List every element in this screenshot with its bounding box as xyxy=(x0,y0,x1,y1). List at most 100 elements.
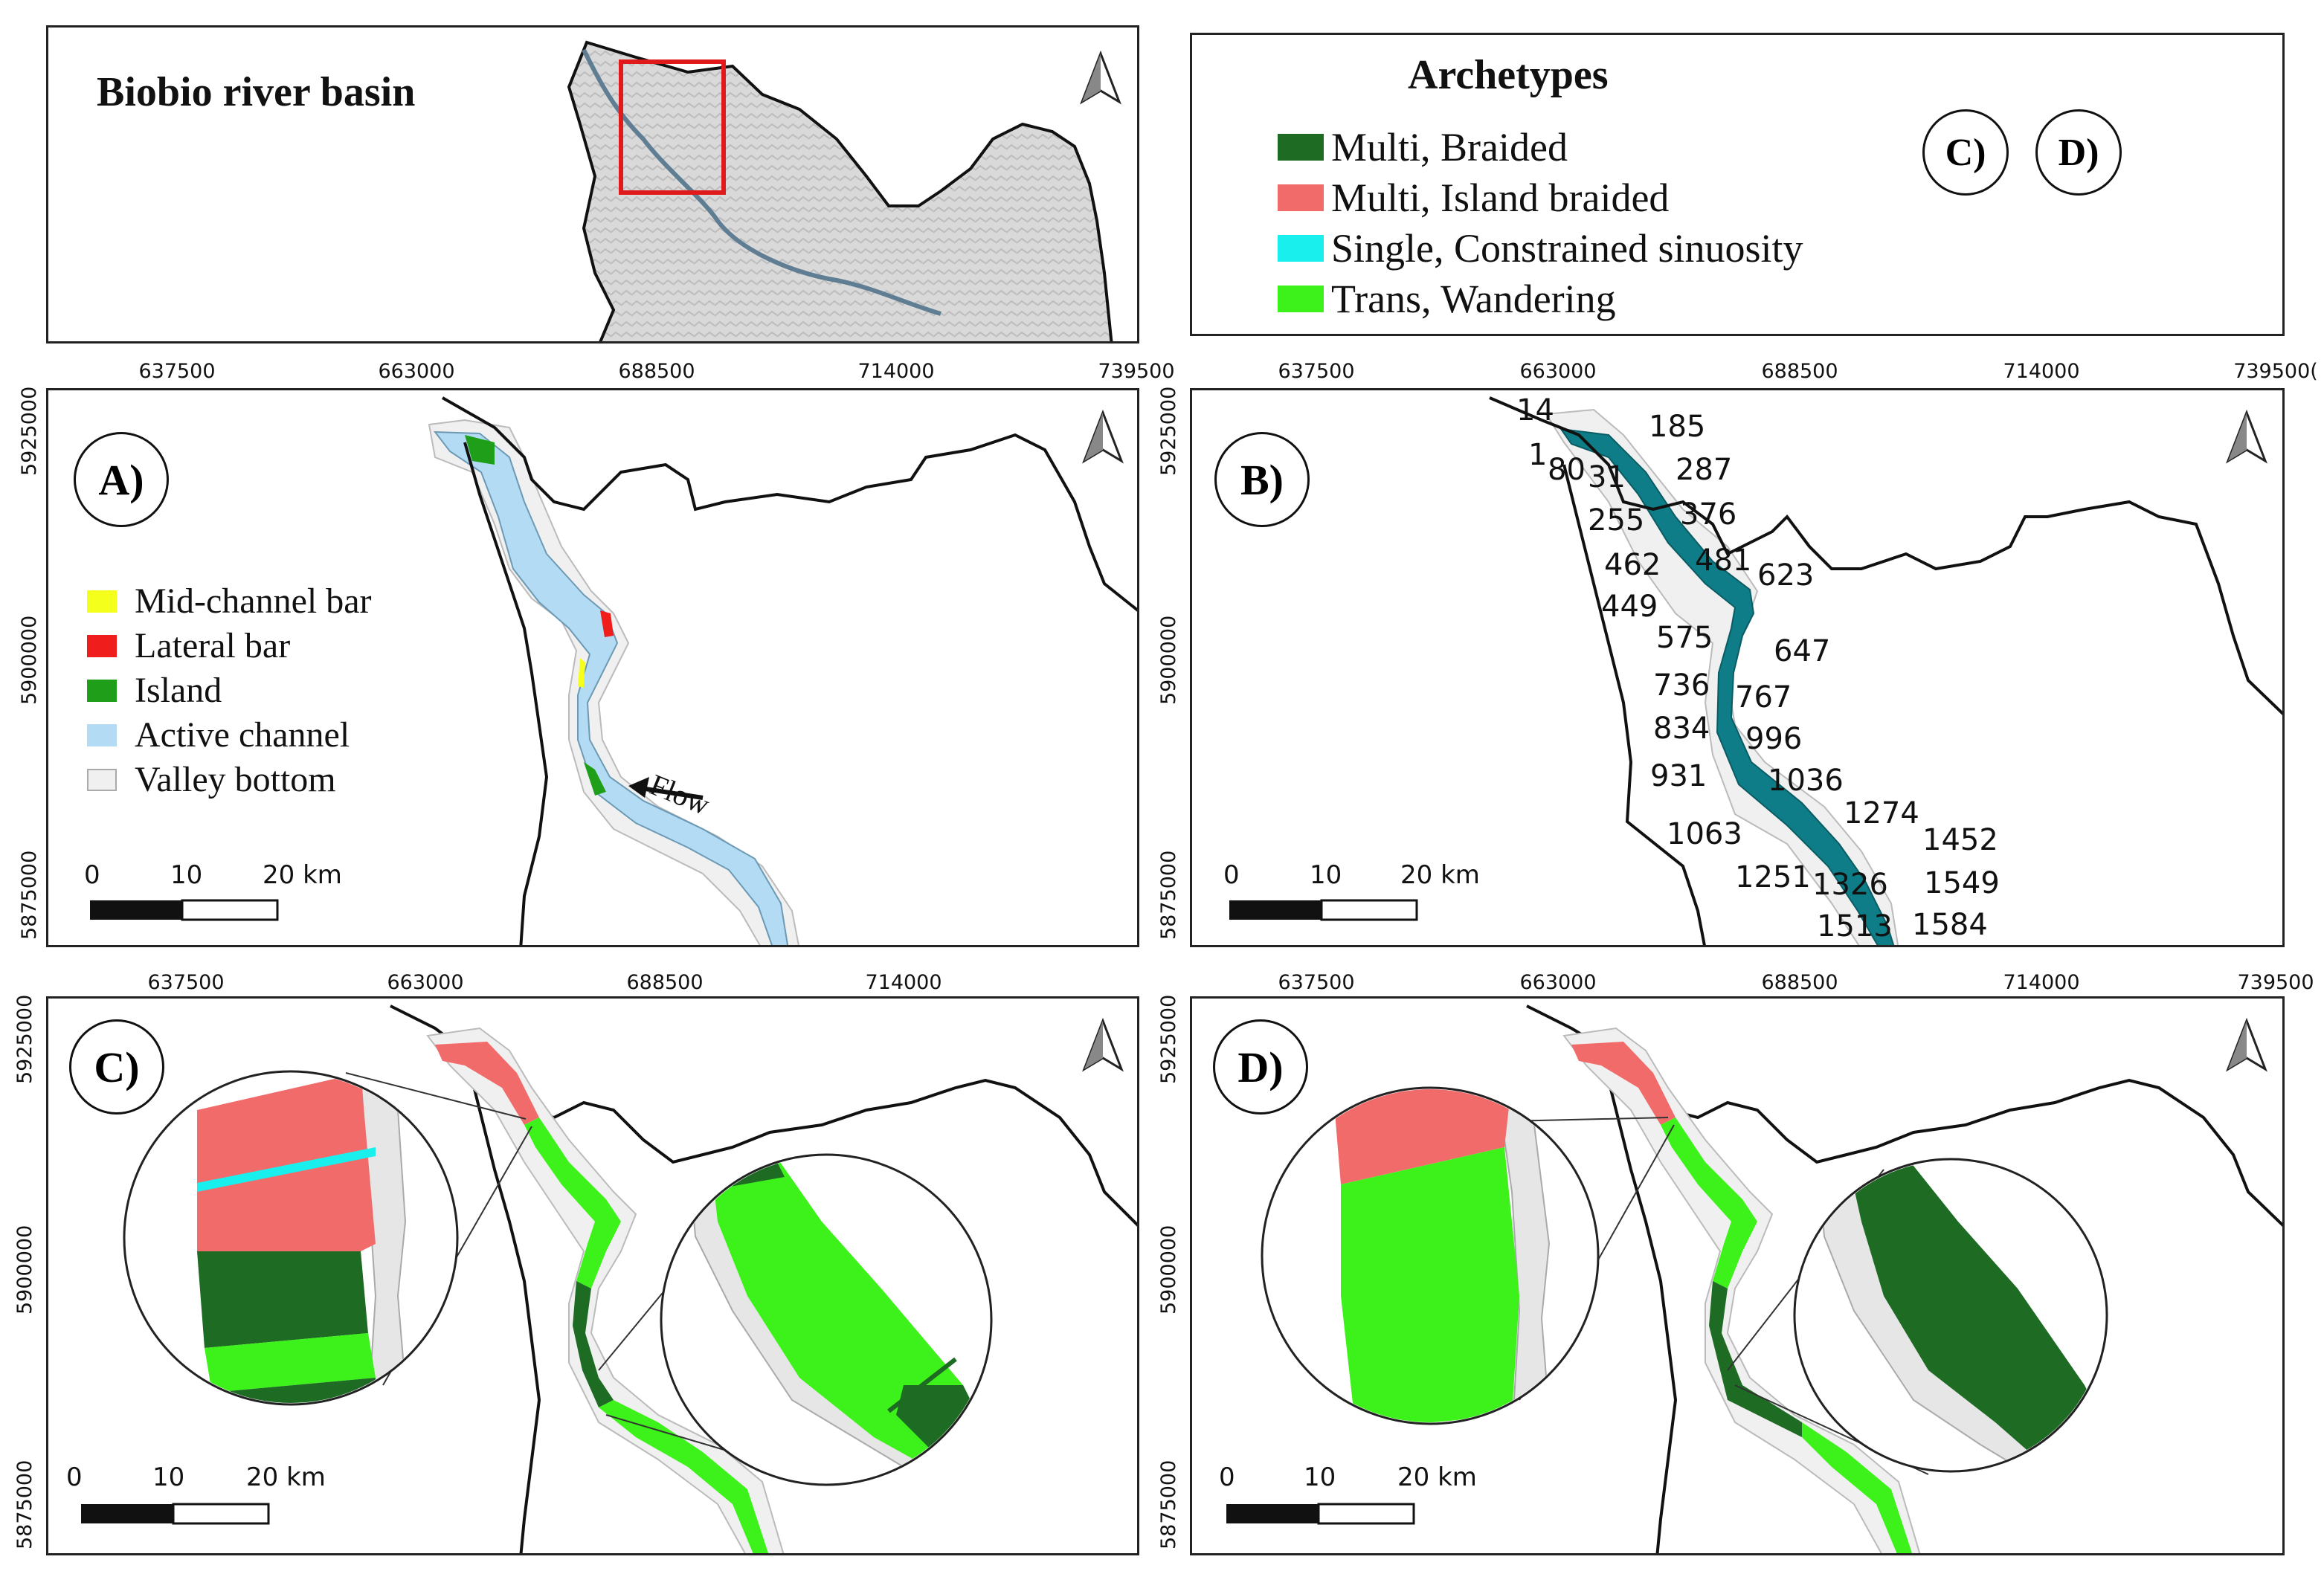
panel-a-map xyxy=(90,396,1137,945)
panel-b-letter: B) xyxy=(1214,432,1310,527)
boundary-line xyxy=(442,396,1137,612)
legend-tag-c: C) xyxy=(1922,109,2009,196)
y-tick-label: 5925000 xyxy=(18,386,41,476)
segment-label: 575 xyxy=(1656,621,1713,655)
scalebar-label: 20 km xyxy=(1400,860,1480,890)
x-tick-label: 688500 xyxy=(618,360,695,383)
y-tick-label: 5875000 xyxy=(18,850,41,940)
x-tick-label: 637500 xyxy=(147,971,225,994)
overview-map xyxy=(567,40,1121,341)
panel-a: A) Flow Mid-channel bar Lateral bar Isla… xyxy=(46,388,1139,947)
basin-shape xyxy=(567,40,1113,341)
reach-braided xyxy=(573,1281,614,1407)
active-channel xyxy=(433,430,789,945)
y-tick-label: 5900000 xyxy=(13,1225,36,1315)
segment-label: 462 xyxy=(1604,548,1661,582)
segment-label: 287 xyxy=(1676,453,1733,487)
segment-label: 931 xyxy=(1650,759,1707,793)
archetype-legend-title: Archetypes xyxy=(1408,52,1609,98)
panel-c-map xyxy=(81,1004,1137,1553)
panel-a-legend-item: Active channel xyxy=(87,715,350,755)
x-tick-label: 663000 xyxy=(1519,360,1597,383)
reach-wandering xyxy=(1661,1117,1757,1288)
scalebar-label: 0 xyxy=(1223,860,1240,890)
scalebar-white xyxy=(1317,1503,1415,1525)
panel-d: D) 0 10 20 km xyxy=(1190,996,2285,1555)
archetype-legend-panel: Archetypes Multi, Braided Multi, Island … xyxy=(1190,33,2285,336)
x-tick-label: 637500 xyxy=(138,360,216,383)
scalebar-black xyxy=(1229,900,1322,920)
y-tick-label: 5925000 xyxy=(13,994,36,1084)
x-tick-label: 739500( xyxy=(2233,360,2318,383)
scalebar-label: 20 km xyxy=(263,860,342,890)
overview-panel: Biobio river basin xyxy=(46,25,1139,343)
archetype-swatch xyxy=(1278,286,1324,312)
inset-zoom-right xyxy=(1793,1158,2108,1473)
segment-label: 1063 xyxy=(1667,817,1742,851)
panel-a-legend-item: Mid-channel bar xyxy=(87,581,372,622)
x-tick-label: 714000 xyxy=(2003,971,2080,994)
inset-zoom-left xyxy=(123,1070,459,1406)
x-tick-label: 688500 xyxy=(1761,971,1838,994)
segment-label: 14 xyxy=(1516,393,1554,428)
scalebar-white xyxy=(1320,899,1418,921)
x-tick-label: 637500 xyxy=(1278,971,1355,994)
y-tick-label: 5875000 xyxy=(13,1460,36,1549)
segment-label: 449 xyxy=(1601,590,1658,624)
scalebar-white xyxy=(172,1503,270,1525)
panel-d-letter: D) xyxy=(1213,1019,1308,1115)
lateral-bar xyxy=(600,610,614,637)
segment-label: 1326 xyxy=(1812,868,1888,902)
archetype-item: Single, Constrained sinuosity xyxy=(1278,225,1803,271)
panel-a-legend-item: Valley bottom xyxy=(87,759,336,800)
scalebar-label: 10 xyxy=(1304,1462,1336,1492)
segment-label: 185 xyxy=(1649,410,1706,444)
y-tick-label: 5900000 xyxy=(18,615,41,705)
x-tick-label: 663000 xyxy=(387,971,464,994)
segment-label: 623 xyxy=(1757,558,1815,593)
segment-label: 1452 xyxy=(1922,823,1998,857)
x-tick-label: 663000 xyxy=(378,360,455,383)
flow-arrow-icon xyxy=(635,785,704,800)
segment-label: 80 xyxy=(1548,453,1586,487)
y-tick-label: 5925000 xyxy=(1157,386,1180,476)
zoom-connector xyxy=(345,1072,527,1120)
scalebar-label: 20 km xyxy=(246,1462,326,1492)
reach-braided xyxy=(1709,1281,1802,1437)
panel-b-map xyxy=(1229,396,2282,945)
scalebar-label: 10 xyxy=(170,860,203,890)
reach-wandering xyxy=(599,1400,769,1553)
study-area-box xyxy=(619,59,726,195)
archetype-swatch xyxy=(1278,235,1324,262)
segment-label: 1584 xyxy=(1912,908,1988,942)
archetype-item: Multi, Island braided xyxy=(1278,175,1669,221)
segment-label: 481 xyxy=(1695,544,1752,578)
segment-label: 834 xyxy=(1653,712,1710,746)
y-tick-label: 5875000 xyxy=(1157,850,1180,940)
panel-a-legend-item: Lateral bar xyxy=(87,625,290,666)
scalebar-label: 10 xyxy=(1310,860,1342,890)
archetype-item: Multi, Braided xyxy=(1278,124,1568,170)
boundary-line xyxy=(1562,464,1706,945)
segment-label: 1549 xyxy=(1924,866,2000,900)
mid-channel-bar xyxy=(578,658,585,688)
segment-label: 736 xyxy=(1653,668,1710,703)
boundary-line xyxy=(1489,396,2282,716)
x-tick-label: 637500 xyxy=(1278,360,1355,383)
segment-label: 996 xyxy=(1745,722,1803,756)
archetype-item: Trans, Wandering xyxy=(1278,276,1616,322)
x-tick-label: 688500 xyxy=(626,971,704,994)
island-patch xyxy=(465,435,495,465)
y-tick-label: 5900000 xyxy=(1157,615,1180,705)
boundary-line xyxy=(1600,1050,1678,1553)
scalebar-black xyxy=(81,1504,173,1523)
archetype-swatch xyxy=(1278,184,1324,211)
segment-label: 1036 xyxy=(1768,764,1844,798)
segment-label: 376 xyxy=(1680,497,1737,532)
y-tick-label: 5900000 xyxy=(1157,1225,1180,1315)
scalebar-label: 0 xyxy=(1219,1462,1235,1492)
reach-wandering xyxy=(1802,1422,1913,1553)
panel-a-letter: A) xyxy=(74,432,169,527)
panel-d-map xyxy=(1226,1004,2282,1553)
segment-label: 767 xyxy=(1735,680,1792,715)
